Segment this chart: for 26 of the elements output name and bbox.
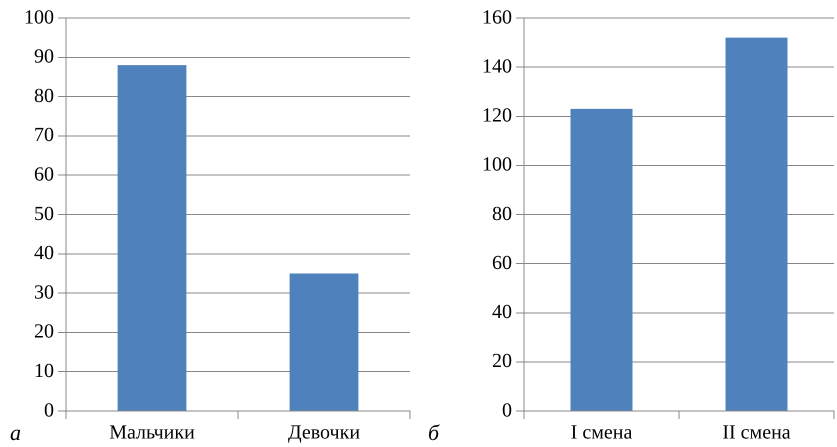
x-tick-label: Девочки [288, 421, 360, 444]
y-tick-label: 0 [44, 399, 54, 422]
x-tick-label: II смена [722, 421, 791, 444]
y-tick-label: 40 [492, 301, 512, 323]
x-tick-label: I смена [570, 421, 632, 444]
y-tick-label: 30 [34, 281, 54, 304]
text: б [428, 420, 440, 445]
y-tick-label: 60 [492, 252, 512, 274]
y-tick-label: 80 [492, 202, 512, 225]
y-tick-label: 10 [34, 360, 54, 382]
y-tick-label: 120 [482, 104, 512, 126]
y-tick-label: 0 [502, 399, 512, 422]
y-tick-label: 70 [34, 124, 54, 146]
y-tick-label: 100 [24, 6, 54, 28]
y-tick-label: 90 [34, 46, 54, 68]
text: а [10, 420, 21, 445]
y-tick-label: 160 [482, 6, 512, 28]
y-tick-label: 50 [34, 202, 54, 225]
y-tick-label: 140 [482, 55, 512, 78]
y-tick-label: 40 [34, 242, 54, 264]
y-tick-label: 20 [34, 320, 54, 343]
y-tick-label: 100 [482, 154, 512, 176]
x-tick-label: Мальчики [109, 421, 196, 444]
y-tick-label: 60 [34, 163, 54, 186]
y-tick-label: 80 [34, 84, 54, 107]
y-tick-label: 20 [492, 350, 512, 372]
